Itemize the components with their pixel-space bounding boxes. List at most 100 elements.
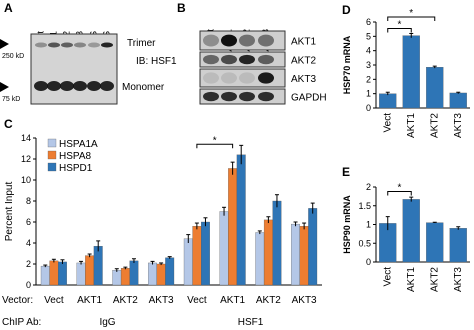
bar: [219, 211, 229, 286]
x-tick-label: Vect: [44, 295, 64, 306]
band: [203, 91, 219, 102]
band: [47, 81, 61, 91]
bar: [299, 226, 309, 286]
legend-swatch: [47, 150, 57, 160]
bar: [165, 257, 175, 286]
band: [239, 54, 255, 65]
marker-arrow: [0, 82, 9, 92]
bar: [402, 199, 420, 263]
marker-arrow: [0, 39, 9, 49]
band-label: IB: HSF1: [136, 56, 177, 67]
x-tick-label: Vect: [382, 267, 393, 287]
row-label: AKT3: [291, 74, 316, 85]
bar: [112, 270, 122, 286]
panel-label: E: [342, 165, 350, 179]
band: [48, 42, 60, 48]
bar: [76, 262, 86, 286]
bar: [156, 263, 166, 286]
panel-label: B: [177, 1, 186, 15]
band: [239, 91, 255, 102]
bar: [308, 208, 318, 286]
y-tick-label: 4: [26, 238, 31, 248]
y-tick-label: 0: [366, 257, 371, 267]
y-tick-label: 6: [26, 217, 31, 227]
bar: [426, 67, 444, 109]
y-tick-label: 2: [366, 182, 371, 192]
x-tick-label: AKT1: [406, 113, 417, 138]
band: [258, 54, 274, 65]
x-tick-label: AKT3: [149, 295, 174, 306]
row-label: AKT1: [291, 37, 316, 48]
x-tick-label: AKT2: [429, 267, 440, 292]
panel-label: C: [4, 117, 13, 131]
significance-bracket: [387, 27, 412, 33]
row-label: AKT2: [291, 56, 316, 67]
band: [60, 81, 74, 91]
band: [88, 42, 100, 48]
bar: [40, 265, 50, 286]
bar: [402, 35, 420, 109]
bar: [85, 255, 95, 286]
x-tick-label: AKT3: [453, 113, 464, 138]
band: [203, 54, 219, 65]
y-tick-label: 2: [26, 259, 31, 269]
significance-bracket: [387, 16, 436, 21]
band: [101, 42, 113, 48]
row-label: GAPDH: [291, 93, 327, 104]
x-tick-label: AKT3: [292, 295, 317, 306]
band: [87, 81, 101, 91]
bar: [183, 238, 193, 286]
band: [73, 81, 87, 91]
legend-swatch: [47, 162, 57, 172]
x-tick-label: AKT1: [220, 295, 245, 306]
y-axis-title: HSP70 mRNA: [342, 35, 352, 94]
x-tick-label: AKT1: [77, 295, 102, 306]
x-tick-label: Vect: [187, 295, 207, 306]
x-row-label: Vector:: [2, 295, 33, 306]
significance-bracket: [387, 191, 412, 196]
band: [221, 34, 237, 47]
annotation: *: [213, 135, 217, 146]
y-tick-label: 1.5: [358, 201, 371, 211]
y-tick-label: 1: [366, 220, 371, 230]
legend-label: HSPD1: [59, 163, 93, 174]
legend-label: HSPA1A: [59, 139, 98, 150]
x-tick-label: AKT1: [406, 267, 417, 292]
bar: [255, 232, 265, 286]
y-tick-label: 3: [366, 60, 371, 70]
bar: [272, 200, 282, 286]
y-tick-label: 0: [366, 103, 371, 113]
band: [239, 34, 255, 47]
bar: [426, 222, 444, 263]
bar: [291, 223, 300, 286]
y-tick-label: 0.5: [358, 238, 371, 248]
band: [203, 34, 219, 47]
y-tick-label: 5: [366, 31, 371, 41]
bar: [228, 168, 238, 286]
band: [34, 81, 48, 91]
bar: [379, 93, 397, 109]
band: [221, 72, 237, 84]
y-tick-label: 0: [26, 280, 31, 290]
x-tick-label: AKT2: [256, 295, 281, 306]
y-tick-label: 8: [26, 196, 31, 206]
y-tick-label: 12: [21, 154, 31, 164]
x-tick-label: AKT2: [113, 295, 138, 306]
band: [258, 91, 274, 102]
band: [74, 42, 86, 48]
bar: [129, 260, 139, 286]
y-axis-title: Percent Input: [4, 182, 15, 242]
y-tick-label: 1: [366, 89, 371, 99]
band: [221, 91, 237, 102]
x-tick-label: Vect: [382, 113, 393, 133]
band: [239, 72, 255, 84]
band-label: Monomer: [122, 82, 165, 93]
bar: [449, 92, 467, 109]
panel-label: A: [4, 1, 13, 15]
bar: [449, 228, 467, 263]
x-tick-label: AKT3: [453, 267, 464, 292]
y-tick-label: 2: [366, 74, 371, 84]
band: [61, 42, 73, 48]
panel-label: D: [342, 3, 351, 17]
annotation: *: [409, 8, 413, 19]
